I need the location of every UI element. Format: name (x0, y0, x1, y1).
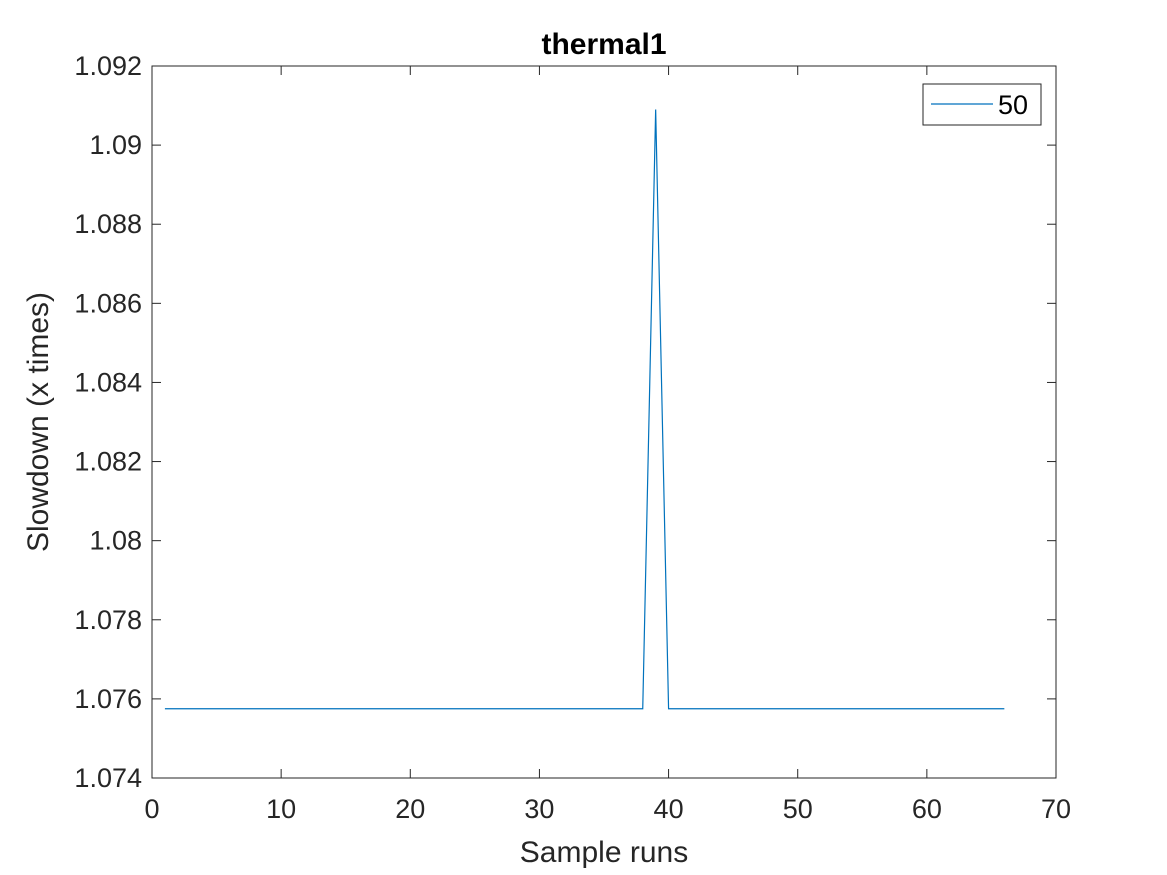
x-tick-label: 70 (1041, 794, 1071, 824)
y-tick-label: 1.084 (74, 367, 142, 397)
x-tick-label: 0 (144, 794, 159, 824)
x-tick-label: 20 (395, 794, 425, 824)
y-tick-label: 1.074 (74, 763, 142, 793)
x-axis-title: Sample runs (520, 836, 688, 869)
plot-area-frame (151, 65, 1057, 779)
y-tick-label: 1.086 (74, 288, 142, 318)
y-tick-label: 1.09 (89, 130, 142, 160)
x-tick-label: 30 (524, 794, 554, 824)
y-tick-label: 1.076 (74, 684, 142, 714)
y-tick-label: 1.078 (74, 605, 142, 635)
chart-title: thermal1 (541, 28, 666, 61)
series-layer (164, 109, 1005, 710)
series-line-50 (164, 109, 1005, 710)
y-tick-label: 1.088 (74, 209, 142, 239)
plot-area-background (152, 66, 1056, 778)
ticks-layer: 0 10 20 30 40 50 60 70 1.074 1.076 1.078 1.08 1.082 1… (74, 51, 1071, 824)
x-tick-label: 60 (912, 794, 942, 824)
y-tick-label: 1.08 (89, 526, 142, 556)
legend: 50 (922, 83, 1042, 126)
x-tick-label: 50 (783, 794, 813, 824)
legend-label: 50 (998, 90, 1028, 120)
y-tick-label: 1.082 (74, 447, 142, 477)
x-tick-label: 40 (654, 794, 684, 824)
y-axis-title: Slowdown (x times) (22, 292, 55, 552)
y-tick-label: 1.092 (74, 51, 142, 81)
x-tick-label: 10 (266, 794, 296, 824)
